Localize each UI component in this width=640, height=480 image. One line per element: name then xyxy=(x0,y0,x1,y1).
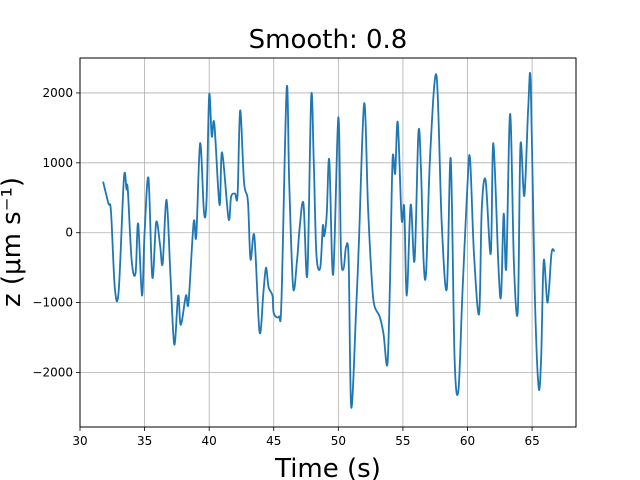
x-tick-label: 50 xyxy=(331,434,346,448)
series-line xyxy=(102,72,555,409)
x-tick-label: 60 xyxy=(460,434,475,448)
x-axis-label: Time (s) xyxy=(274,454,381,480)
x-tick-label: 35 xyxy=(137,434,152,448)
x-tick-label: 40 xyxy=(202,434,217,448)
axis-ticks: 30 35 40 45 50 55 60 65 −2000 −1000 0 1000 2000 xyxy=(32,86,539,448)
y-tick-label: −2000 xyxy=(32,365,73,379)
y-axis-label: z (μm s⁻¹) xyxy=(0,177,27,307)
x-tick-label: 65 xyxy=(524,434,539,448)
plot-frame xyxy=(79,57,577,428)
x-tick-label: 55 xyxy=(395,434,410,448)
y-tick-label: 0 xyxy=(65,226,73,240)
y-tick-label: −1000 xyxy=(32,296,73,310)
y-tick-label: 1000 xyxy=(42,156,73,170)
chart-title: Smooth: 0.8 xyxy=(249,25,408,55)
x-tick-label: 30 xyxy=(72,434,87,448)
series-lines xyxy=(102,72,555,409)
y-tick-label: 2000 xyxy=(42,86,73,100)
x-tick-label: 45 xyxy=(266,434,281,448)
